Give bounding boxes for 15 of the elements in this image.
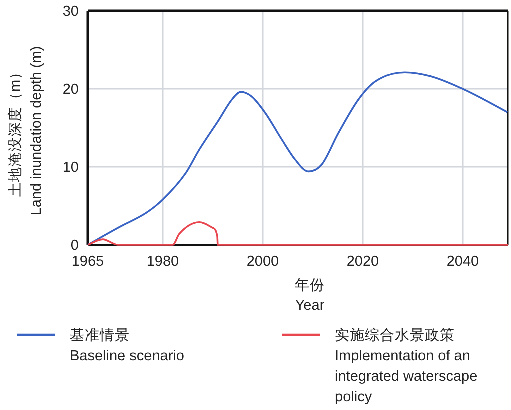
- y-tick-label: 0: [70, 238, 79, 254]
- x-tick-label: 1980: [146, 254, 180, 270]
- y-tick-label: 30: [62, 4, 79, 20]
- y-axis-title: 土地淹没深度（m） Land inundation depth (m): [7, 46, 45, 216]
- legend-item: 实施综合水景政策 Implementation of an integrated waterscape policy: [282, 328, 478, 406]
- legend-label: 实施综合水景政策 Implementation of an integrated waterscape policy: [335, 327, 478, 406]
- x-tick-label: 2000: [246, 254, 280, 270]
- x-tick-label: 2040: [446, 254, 480, 270]
- legend-label: 基准情景 Baseline scenario: [70, 327, 184, 364]
- x-tick-label: 1965: [72, 254, 104, 270]
- legend-item: 基准情景 Baseline scenario: [17, 328, 184, 364]
- y-tick-label: 10: [62, 160, 79, 176]
- x-axis-title: 年份 Year: [295, 277, 325, 314]
- y-tick-label: 20: [62, 82, 79, 98]
- x-tick-label: 2020: [346, 254, 380, 270]
